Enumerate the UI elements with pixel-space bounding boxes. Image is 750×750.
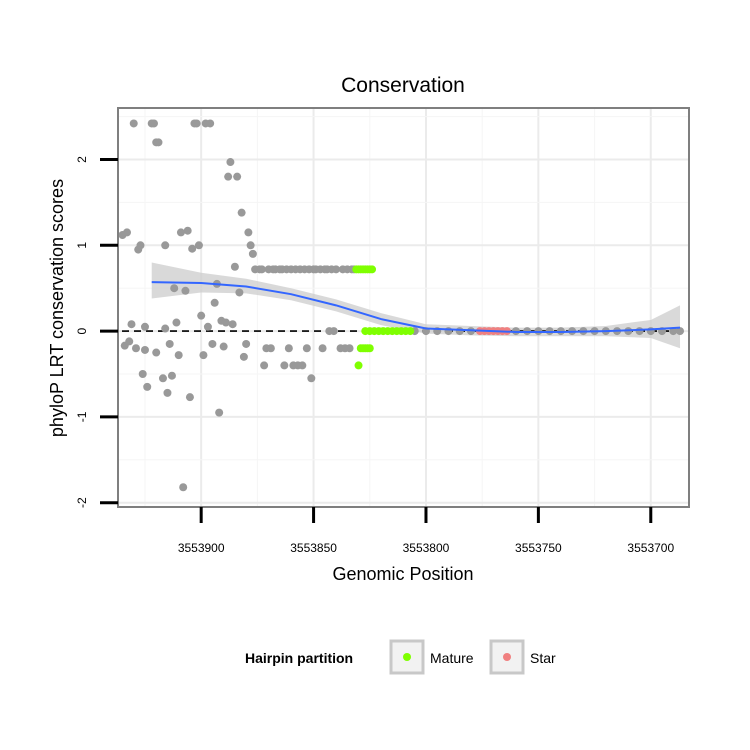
data-point-other [302, 344, 311, 353]
x-tick-label: 3553700 [627, 541, 674, 555]
data-point-other [183, 226, 192, 235]
data-point-other [165, 339, 174, 348]
data-point-other [248, 249, 257, 258]
data-point-other [329, 327, 338, 336]
data-point-other [127, 320, 136, 329]
legend-dot-mature [403, 653, 411, 661]
data-point-other [237, 208, 246, 217]
x-tick-label: 3553850 [290, 541, 337, 555]
legend-label-mature: Mature [430, 650, 474, 666]
y-tick-label: 0 [75, 327, 89, 334]
data-point-other [140, 345, 149, 354]
legend-label-star: Star [530, 650, 556, 666]
data-point-other [219, 342, 228, 351]
data-point-mature [368, 265, 377, 274]
data-point-other [210, 298, 219, 307]
data-point-other [307, 374, 316, 383]
data-point-other [194, 241, 203, 250]
data-point-other [176, 228, 185, 237]
x-tick-label: 3553750 [515, 541, 562, 555]
data-point-other [185, 393, 194, 402]
data-point-other [161, 324, 170, 333]
chart-title: Conservation [341, 74, 465, 97]
data-point-other [455, 327, 464, 336]
data-point-other [226, 158, 235, 167]
data-point-other [206, 119, 215, 128]
data-point-other [332, 265, 341, 274]
data-point-other [136, 241, 145, 250]
data-point-other [167, 371, 176, 380]
y-tick-label: -2 [75, 497, 89, 508]
x-axis: 3553900 3553850 3553800 3553750 3553700 [178, 507, 674, 555]
data-point-other [170, 284, 179, 293]
data-point-other [233, 172, 242, 181]
data-point-other [181, 286, 190, 295]
data-point-other [244, 228, 253, 237]
data-point-other [203, 322, 212, 331]
data-point-other [280, 361, 289, 370]
data-point-other [242, 339, 251, 348]
data-point-other [161, 241, 170, 250]
data-point-other [152, 348, 161, 357]
legend-dot-star [503, 653, 511, 661]
data-point-other [125, 337, 134, 346]
smooth-line-layer [151, 281, 681, 333]
data-point-other [224, 172, 233, 181]
data-point-mature [406, 327, 415, 336]
data-point-other [143, 382, 152, 391]
data-point-other [228, 320, 237, 329]
legend-title: Hairpin partition [245, 650, 353, 666]
data-point-other [174, 351, 183, 360]
data-point-other [215, 408, 224, 417]
x-tick-label: 3553900 [178, 541, 225, 555]
data-point-other [199, 351, 208, 360]
data-point-other [154, 138, 163, 147]
data-point-other [179, 483, 188, 492]
data-point-other [192, 119, 201, 128]
y-axis-title: phyloP LRT conservation scores [47, 179, 67, 437]
data-point-other [172, 318, 181, 327]
data-point-other [188, 244, 197, 253]
smooth-trend-line [151, 281, 681, 333]
data-point-other [129, 119, 138, 128]
data-point-other [140, 322, 149, 331]
data-point-other [122, 228, 131, 237]
data-point-mature [365, 344, 374, 353]
data-point-other [131, 344, 140, 353]
data-point-other [260, 361, 269, 370]
data-point-other [235, 288, 244, 297]
data-point-other [635, 327, 644, 336]
data-point-other [230, 262, 239, 271]
x-axis-title: Genomic Position [332, 564, 473, 584]
plot-background [118, 108, 689, 507]
data-point-other [676, 327, 685, 336]
data-point-other [318, 344, 327, 353]
plot-border [117, 107, 690, 508]
plot-panel [117, 107, 690, 508]
y-tick-label: -1 [75, 411, 89, 422]
data-point-other [163, 388, 172, 397]
data-point-other [345, 344, 354, 353]
data-point-other [197, 311, 206, 320]
data-point-other [239, 352, 248, 361]
data-point-other [138, 370, 147, 378]
legend: Hairpin partition Mature Star [245, 639, 556, 675]
y-axis: -2 -1 0 1 2 [75, 156, 118, 508]
x-tick-label: 3553800 [403, 541, 450, 555]
y-tick-label: 2 [75, 156, 89, 163]
data-point-mature [354, 361, 363, 370]
data-point-other [149, 119, 158, 128]
data-point-other [221, 318, 230, 327]
data-point-other [298, 361, 307, 370]
data-point-other [246, 241, 255, 250]
data-point-other [208, 339, 217, 348]
data-points-layer [118, 119, 685, 492]
y-tick-label: 1 [75, 242, 89, 249]
data-point-other [284, 344, 293, 353]
data-point-other [257, 265, 266, 274]
data-point-other [158, 374, 167, 383]
data-point-other [266, 344, 275, 353]
